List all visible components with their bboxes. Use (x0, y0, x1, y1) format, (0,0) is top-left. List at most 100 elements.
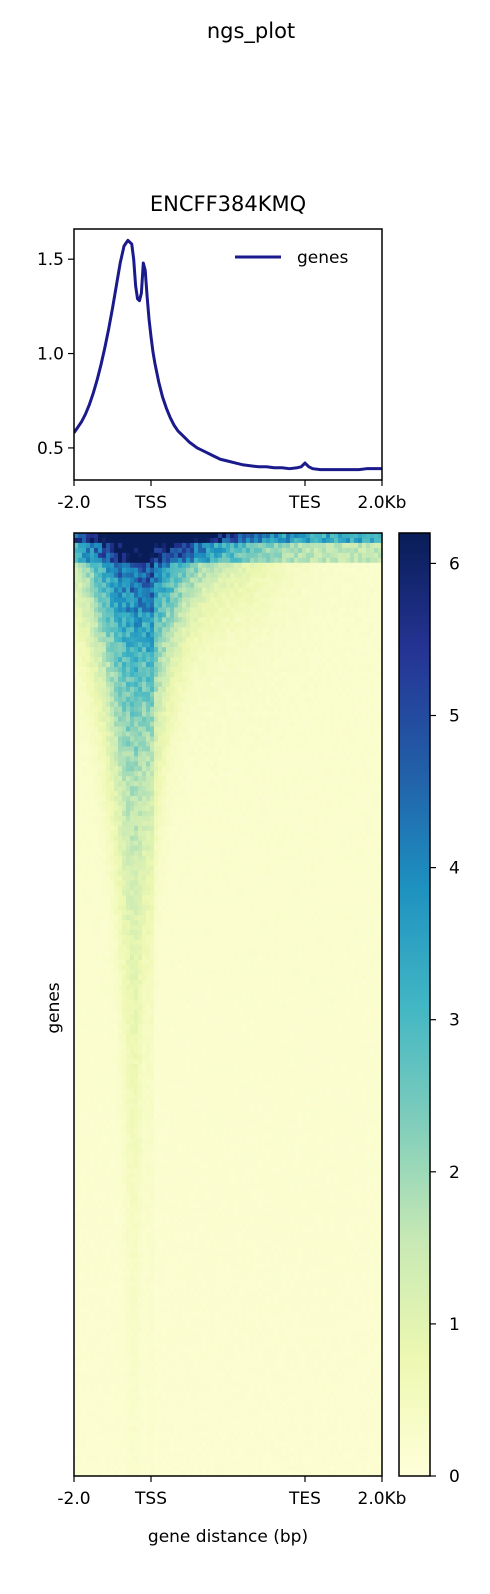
heatmap-cell (342, 681, 347, 688)
heatmap-cell (238, 642, 243, 648)
heatmap-cell (322, 845, 327, 852)
heatmap-cell (262, 791, 267, 797)
heatmap-cell (294, 706, 299, 713)
heatmap-cell (294, 577, 299, 584)
heatmap-cell (346, 756, 351, 762)
heatmap-cell (114, 577, 119, 584)
heatmap-cell (282, 627, 287, 633)
heatmap-cell (362, 597, 367, 604)
heatmap-cell (214, 840, 219, 847)
heatmap-cell (294, 840, 299, 847)
heatmap-cell (214, 786, 219, 792)
heatmap-cell (250, 810, 255, 817)
heatmap-cell (102, 642, 107, 648)
heatmap-cell (366, 533, 371, 539)
heatmap-cell (306, 652, 311, 658)
heatmap-cell (98, 781, 103, 787)
heatmap-cell (106, 632, 111, 638)
heatmap-cell (342, 676, 347, 683)
heatmap-cell (154, 572, 159, 579)
heatmap-cell (306, 761, 311, 767)
heatmap-cell (166, 711, 171, 718)
heatmap-cell (202, 830, 207, 837)
heatmap-cell (170, 552, 175, 559)
heatmap-cell (186, 721, 191, 728)
heatmap-cell (334, 542, 339, 549)
heatmap-cell (298, 761, 303, 767)
heatmap-cell (158, 701, 163, 708)
heatmap-cell (130, 706, 135, 713)
heatmap-cell (350, 840, 355, 847)
heatmap-cell (242, 820, 247, 827)
heatmap-cell (150, 671, 155, 678)
heatmap-cell (334, 805, 339, 812)
heatmap-cell (258, 627, 263, 633)
heatmap-cell (186, 612, 191, 618)
heatmap-cell (86, 796, 91, 802)
heatmap-cell (266, 796, 271, 802)
heatmap-cell (306, 602, 311, 609)
heatmap-cell (154, 756, 159, 762)
heatmap-cell (290, 830, 295, 837)
heatmap-cell (198, 771, 203, 777)
heatmap-cell (246, 533, 251, 539)
heatmap-cell (130, 582, 135, 589)
heatmap-cell (350, 537, 355, 544)
heatmap-cell (330, 597, 335, 604)
heatmap-cell (250, 622, 255, 628)
heatmap-cell (346, 567, 351, 574)
heatmap-cell (230, 637, 235, 643)
heatmap-cell (306, 681, 311, 688)
heatmap-cell (210, 691, 215, 698)
heatmap-cell (106, 746, 111, 752)
heatmap-cell (202, 711, 207, 718)
heatmap-cell (146, 627, 151, 633)
heatmap-cell (310, 781, 315, 787)
heatmap-cell (314, 691, 319, 698)
heatmap-cell (346, 652, 351, 658)
heatmap-cell (254, 796, 259, 802)
heatmap-cell (86, 820, 91, 827)
heatmap-cell (298, 657, 303, 663)
heatmap-cell (90, 537, 95, 544)
heatmap-cell (218, 681, 223, 688)
heatmap-cell (238, 582, 243, 589)
heatmap-cell (198, 627, 203, 633)
heatmap-cell (246, 741, 251, 748)
heatmap-cell (258, 647, 263, 653)
heatmap-cell (310, 791, 315, 797)
heatmap-cell (338, 577, 343, 584)
heatmap-cell (318, 761, 323, 767)
heatmap-cell (298, 781, 303, 787)
heatmap-cell (342, 716, 347, 723)
heatmap-cell (278, 751, 283, 757)
heatmap-cell (190, 607, 195, 614)
heatmap-cell (290, 825, 295, 832)
heatmap-cell (358, 840, 363, 847)
heatmap-cell (130, 567, 135, 574)
heatmap-cell (98, 801, 103, 807)
heatmap-cell (378, 761, 383, 767)
heatmap-cell (322, 587, 327, 594)
heatmap-cell (126, 662, 131, 668)
heatmap-cell (142, 726, 147, 733)
heatmap-cell (362, 681, 367, 688)
heatmap-cell (206, 786, 211, 792)
heatmap-cell (166, 622, 171, 628)
heatmap-cell (258, 696, 263, 703)
heatmap-cell (138, 562, 143, 569)
heatmap-cell (254, 845, 259, 852)
heatmap-cell (122, 577, 127, 584)
heatmap-cell (158, 741, 163, 748)
heatmap-cell (158, 751, 163, 757)
heatmap-cell (142, 686, 147, 693)
heatmap-cell (318, 791, 323, 797)
heatmap-cell (250, 567, 255, 574)
heatmap-cell (378, 657, 383, 663)
heatmap-cell (198, 736, 203, 743)
heatmap-cell (78, 830, 83, 837)
heatmap-cell (170, 627, 175, 633)
heatmap-cell (198, 801, 203, 807)
heatmap-cell (126, 567, 131, 574)
heatmap-cell (350, 815, 355, 822)
